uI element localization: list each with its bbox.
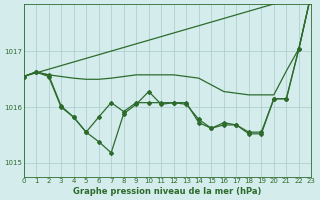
X-axis label: Graphe pression niveau de la mer (hPa): Graphe pression niveau de la mer (hPa) — [73, 187, 262, 196]
